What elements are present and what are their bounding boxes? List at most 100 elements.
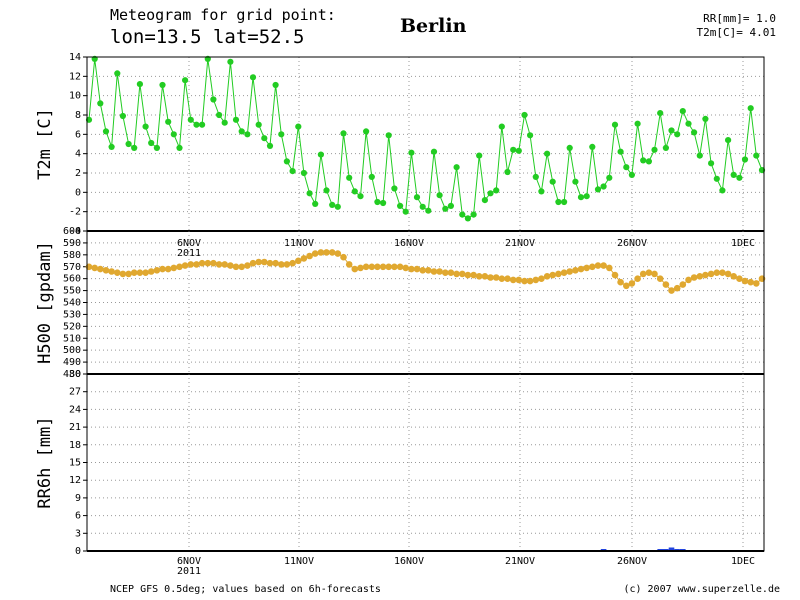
rr6h-ytick-label-6: 18: [69, 440, 81, 451]
h500-point-3: [102, 267, 110, 274]
t2m-point-100: [651, 146, 658, 153]
t2m-point-77: [521, 111, 528, 119]
t2m-ytick-label-0: -4: [69, 226, 81, 237]
h500-point-76: [515, 276, 523, 284]
t2m-point-12: [153, 144, 160, 151]
t2m-point-113: [725, 137, 732, 144]
t2m-point-116: [741, 156, 749, 163]
t2m-ytick-label-9: 14: [69, 52, 81, 63]
t2m-point-38: [300, 169, 307, 177]
h500-point-92: [606, 264, 613, 272]
h500-ytick-label-5: 530: [63, 309, 81, 320]
h500-point-44: [334, 250, 342, 257]
t2m-point-60: [425, 207, 432, 214]
h500-point-90: [594, 262, 602, 269]
rr6h-xtick-label-5: 1DEC: [731, 556, 755, 567]
t2m-point-25: [227, 58, 234, 65]
h500-point-112: [719, 269, 726, 277]
h500-point-49: [362, 263, 370, 271]
t2m-ytick-label-6: 8: [75, 110, 81, 121]
h500-point-43: [328, 249, 336, 256]
h500-point-62: [436, 268, 443, 275]
h500-point-83: [555, 270, 562, 278]
h500-point-51: [374, 263, 381, 271]
h500-point-116: [741, 277, 749, 285]
h500-point-56: [402, 264, 410, 272]
h500-point-37: [295, 257, 302, 265]
h500-point-39: [306, 252, 313, 260]
h500-point-22: [210, 259, 217, 267]
h500-point-114: [730, 273, 737, 280]
h500-point-8: [130, 269, 138, 277]
t2m-point-24: [221, 119, 228, 126]
t2m-point-14: [165, 118, 172, 125]
h500-point-60: [425, 267, 432, 274]
t2m-point-28: [244, 131, 251, 138]
t2m-point-74: [504, 168, 511, 176]
h500-point-72: [492, 274, 500, 281]
t2m-point-3: [102, 128, 110, 135]
t2m-point-87: [577, 194, 585, 201]
h500-point-68: [470, 271, 477, 279]
t2m-point-62: [436, 192, 443, 199]
h500-point-101: [656, 275, 664, 283]
t2m-xtick-year: 2011: [177, 248, 201, 259]
rr6h-ytick-label-2: 6: [75, 511, 81, 522]
h500-point-5: [114, 269, 121, 277]
h500-point-110: [707, 270, 715, 278]
t2m-point-90: [594, 186, 602, 193]
h500-point-52: [379, 263, 387, 271]
h500-point-75: [509, 276, 517, 284]
t2m-point-47: [351, 188, 358, 195]
h500-ytick-label-3: 510: [63, 333, 81, 344]
t2m-point-117: [747, 105, 754, 112]
h500-point-20: [198, 259, 206, 267]
t2m-point-102: [662, 144, 670, 151]
h500-point-85: [566, 268, 573, 275]
t2m-ytick-label-1: -2: [69, 207, 81, 218]
h500-point-99: [645, 269, 653, 277]
h500-ytick-label-0: 480: [63, 369, 81, 380]
h500-point-97: [634, 275, 641, 283]
rr6h-ytick-label-5: 15: [69, 458, 81, 469]
t2m-point-30: [255, 121, 262, 128]
h500-ytick-label-10: 580: [63, 250, 81, 261]
h500-point-24: [221, 261, 228, 268]
h500-point-28: [244, 262, 251, 269]
rr6h-ytick-label-9: 27: [69, 387, 81, 398]
t2m-point-16: [176, 144, 183, 151]
t2m-point-85: [566, 144, 573, 151]
t2m-point-42: [323, 187, 330, 194]
t2m-point-18: [187, 116, 194, 123]
h500-point-109: [702, 271, 709, 279]
h500-point-34: [278, 261, 285, 268]
copyright-note: (c) 2007 www.superzelle.de: [623, 584, 780, 595]
t2m-point-2: [97, 100, 104, 107]
t2m-point-80: [538, 188, 545, 195]
h500-point-106: [685, 276, 692, 284]
t2m-point-78: [527, 132, 534, 139]
t2m-point-97: [634, 120, 641, 127]
rr6h-bar-103: [668, 547, 675, 551]
h500-point-42: [323, 249, 330, 256]
h500-point-40: [311, 250, 319, 257]
t2m-point-13: [159, 81, 166, 89]
t2m-point-54: [391, 185, 398, 192]
h500-point-23: [215, 261, 223, 268]
h500-point-7: [125, 270, 132, 278]
t2m-point-5: [114, 70, 121, 77]
h500-point-6: [119, 270, 127, 278]
h500-point-84: [560, 269, 568, 277]
h500-point-73: [498, 275, 506, 283]
t2m-ytick-label-5: 6: [75, 129, 81, 140]
t2m-point-45: [340, 130, 347, 137]
t2m-point-29: [249, 74, 257, 81]
h500-point-115: [736, 275, 743, 283]
rr6h-ytick-label-7: 21: [69, 422, 81, 433]
t2m-point-19: [193, 121, 200, 128]
h500-point-53: [385, 263, 393, 271]
t2m-point-72: [493, 187, 500, 194]
rr-summary: RR[mm]= 1.0: [703, 12, 776, 25]
summary-values: RR[mm]= 1.0 T2m[C]= 4.01: [697, 12, 776, 40]
h500-point-79: [532, 276, 540, 284]
